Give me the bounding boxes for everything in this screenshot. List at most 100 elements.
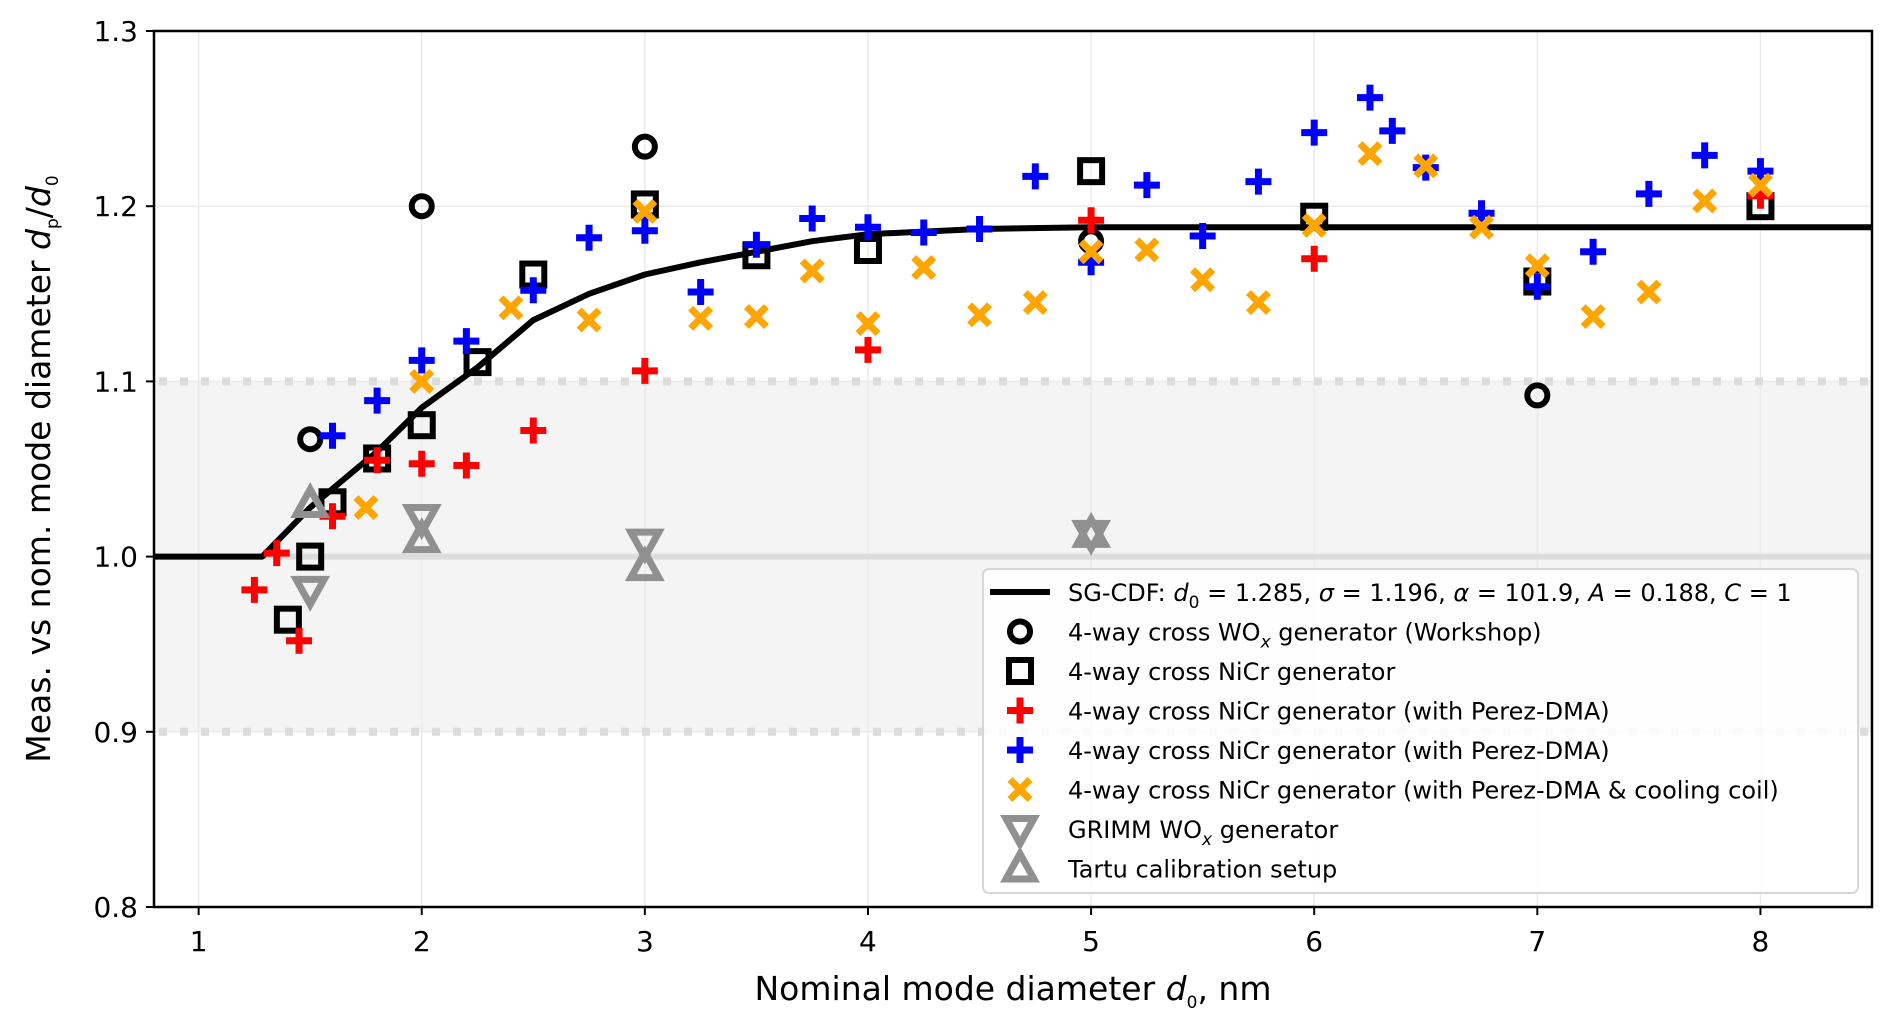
legend-marker-icon — [1006, 657, 1034, 685]
data-point — [1022, 290, 1048, 316]
triangle-up-marker — [401, 517, 442, 554]
circle-marker — [408, 193, 435, 220]
data-point — [353, 495, 379, 521]
data-point — [1747, 158, 1774, 185]
triangle-down-marker — [401, 504, 442, 540]
data-point — [401, 504, 442, 540]
plus-marker — [1524, 273, 1551, 300]
data-point — [576, 307, 602, 333]
plus-marker — [520, 277, 547, 304]
plus-marker — [1691, 142, 1718, 169]
plus-marker — [1747, 158, 1774, 185]
data-markers-layer — [241, 84, 1775, 654]
plus-marker — [241, 576, 268, 603]
legend-label: 4-way cross NiCr generator — [1068, 658, 1395, 686]
data-point — [408, 193, 435, 220]
data-point — [453, 328, 480, 355]
data-point — [1636, 279, 1662, 305]
legend-label: 4-way cross NiCr generator (with Perez-D… — [1068, 698, 1610, 726]
plus-marker — [286, 627, 313, 654]
data-point — [498, 295, 524, 321]
x-marker — [1301, 212, 1327, 238]
plus-marker — [854, 336, 881, 363]
triangle-down-marker — [1000, 815, 1040, 851]
plus-marker — [1007, 697, 1033, 724]
data-point — [1580, 304, 1606, 330]
data-point — [1747, 172, 1773, 198]
x-marker — [688, 305, 714, 331]
data-point — [408, 347, 435, 374]
legend-marker-icon — [1000, 846, 1040, 883]
y-axis-label: Meas. vs nom. mode diameter dp/d0 — [19, 175, 63, 762]
x-marker — [743, 304, 769, 330]
series-6 — [290, 482, 1112, 582]
legend-item: 4-way cross NiCr generator (with Perez-D… — [1007, 777, 1779, 805]
x-marker — [1580, 304, 1606, 330]
plus-marker — [1301, 245, 1328, 272]
triangle-up-marker — [1000, 846, 1040, 883]
data-point — [1524, 253, 1550, 279]
legend-label: Tartu calibration setup — [1067, 856, 1337, 884]
legend-item: SG-CDF: d0 = 1.285, σ = 1.196, α = 101.9… — [990, 579, 1792, 613]
triangle-down-marker — [290, 575, 331, 612]
data-point — [966, 215, 993, 242]
x-marker — [855, 311, 881, 337]
data-point — [967, 302, 993, 328]
x-tick-label: 1 — [190, 925, 208, 958]
x-marker — [1747, 172, 1773, 198]
circle-marker — [297, 426, 324, 453]
data-point — [624, 528, 665, 565]
data-point — [854, 214, 881, 241]
data-point — [1245, 168, 1272, 195]
data-point — [632, 198, 658, 224]
triangle-up-marker — [290, 482, 331, 519]
data-point — [1524, 273, 1551, 300]
data-point — [854, 336, 881, 363]
x-marker — [1413, 153, 1439, 179]
data-point — [1078, 207, 1105, 234]
data-point — [407, 411, 436, 440]
data-point — [799, 205, 826, 232]
data-point — [263, 540, 290, 567]
plus-marker — [408, 450, 435, 477]
series-3 — [319, 84, 1774, 449]
data-point — [1078, 239, 1104, 265]
data-point — [624, 545, 665, 582]
x-marker — [1524, 253, 1550, 279]
data-point — [631, 217, 658, 244]
data-point — [1413, 153, 1439, 179]
triangle-up-marker — [624, 545, 665, 582]
triangle-up-marker — [1071, 511, 1112, 548]
x-marker — [799, 258, 825, 284]
plus-marker — [743, 231, 770, 258]
legend-item: 4-way cross NiCr generator (with Perez-D… — [1007, 737, 1610, 765]
plus-marker — [364, 447, 391, 474]
plus-marker — [966, 215, 993, 242]
data-point — [631, 357, 658, 384]
data-point — [799, 258, 825, 284]
y-tick-label: 0.9 — [93, 716, 138, 749]
legend-label: 4-way cross NiCr generator (with Perez-D… — [1068, 777, 1779, 805]
plus-marker — [364, 387, 391, 414]
square-marker — [1077, 157, 1106, 186]
plus-marker — [576, 224, 603, 251]
x-marker — [576, 307, 602, 333]
legend: SG-CDF: d0 = 1.285, σ = 1.196, α = 101.9… — [982, 568, 1859, 894]
data-point — [687, 279, 714, 306]
legend-label: GRIMM WOx generator — [1068, 816, 1338, 850]
plus-marker — [854, 214, 881, 241]
x-tick-label: 8 — [1752, 925, 1770, 958]
square-marker — [273, 605, 302, 634]
data-point — [1357, 141, 1383, 167]
plus-marker — [1580, 238, 1607, 265]
legend-item: GRIMM WOx generator — [1000, 815, 1338, 851]
legend-label: SG-CDF: d0 = 1.285, σ = 1.196, α = 101.9… — [1068, 579, 1792, 613]
x-marker — [1007, 777, 1033, 802]
data-point — [1580, 238, 1607, 265]
x-marker — [1636, 279, 1662, 305]
data-point — [1524, 382, 1551, 409]
circle-marker — [631, 133, 658, 160]
data-point — [286, 627, 313, 654]
y-tick-label: 1.3 — [93, 15, 138, 48]
data-point — [319, 422, 346, 449]
